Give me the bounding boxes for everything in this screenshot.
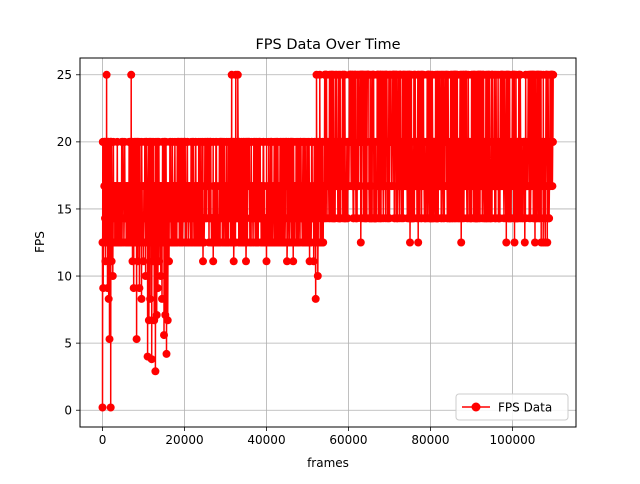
fps-data-point: [108, 272, 117, 280]
fps-data-point: [101, 257, 110, 266]
fps-data-point: [149, 257, 157, 266]
fps-data-point: [129, 284, 138, 293]
fps-data-point: [343, 214, 352, 223]
y-tick-label: 10: [57, 269, 72, 283]
fps-data-point: [132, 335, 141, 344]
fps-data-point: [309, 257, 318, 266]
fps-data-point: [137, 294, 146, 303]
plot-layer: [98, 70, 558, 412]
fps-data-point: [548, 182, 557, 191]
fps-data-point: [141, 272, 150, 280]
fps-data-point: [545, 214, 554, 223]
x-tick-label: 20000: [165, 433, 203, 447]
legend-label: FPS Data: [498, 401, 552, 415]
fps-data-point: [347, 137, 356, 146]
fps-data-point: [160, 331, 168, 340]
fps-data-point: [549, 70, 558, 79]
fps-data-point: [151, 367, 160, 376]
fps-data-point: [107, 257, 116, 266]
fps-data-point: [289, 257, 298, 266]
fps-data-point: [371, 137, 380, 146]
y-tick-label: 5: [64, 336, 72, 350]
y-tick-label: 25: [57, 68, 72, 82]
fps-data-point: [457, 238, 466, 247]
fps-data-point: [502, 238, 511, 247]
legend: FPS Data: [455, 393, 569, 421]
fps-data-point: [313, 272, 322, 280]
fps-data-point: [319, 238, 328, 247]
fps-data-point: [199, 257, 207, 266]
x-axis-label: frames: [307, 456, 349, 470]
fps-data-point: [163, 316, 172, 325]
fps-data-point: [242, 257, 250, 266]
fps-data-point: [531, 238, 539, 247]
plot-frame: [79, 57, 577, 428]
y-tick-label: 0: [64, 404, 72, 418]
fps-data-point: [283, 257, 291, 266]
y-tick-label: 20: [57, 135, 72, 149]
fps-data-point: [233, 70, 242, 79]
fps-data-point: [158, 294, 166, 303]
fps-data-point: [209, 257, 218, 266]
fps-data-point: [165, 257, 173, 266]
tick-layer: 0 20000 40000 60000 80000 100000 0 5 10 15 20 25: [57, 68, 536, 447]
x-tick-label: 100000: [490, 433, 536, 447]
legend-marker-swatch: [471, 402, 481, 412]
fps-data-point: [104, 294, 113, 303]
fps-data-point: [146, 294, 155, 303]
fps-data-point: [311, 294, 320, 303]
fps-data-point: [103, 284, 112, 293]
fps-data-point: [106, 403, 115, 412]
fps-data-point: [135, 284, 144, 293]
fps-data-point: [153, 284, 162, 293]
fps-data-point: [152, 311, 161, 319]
fps-data-point: [156, 272, 165, 280]
fps-data-point: [229, 257, 238, 266]
fps-data-point: [406, 238, 414, 247]
x-tick-label: 80000: [411, 433, 449, 447]
fps-data-point: [105, 335, 114, 344]
fps-data-point: [155, 257, 164, 266]
fps-data-point: [133, 257, 142, 266]
fps-data-point: [414, 238, 423, 247]
fps-data-point: [548, 137, 557, 146]
fps-data-point: [510, 238, 519, 247]
x-tick-label: 0: [99, 433, 107, 447]
y-axis-label: FPS: [33, 231, 47, 253]
y-tick-label: 15: [57, 202, 72, 216]
fps-data-point: [162, 349, 171, 358]
fps-data-point: [127, 70, 136, 79]
chart-title: FPS Data Over Time: [255, 37, 400, 53]
legend-box: [455, 393, 569, 421]
fps-data-point: [356, 238, 365, 247]
x-tick-label: 40000: [247, 433, 285, 447]
fps-data-point: [520, 238, 529, 247]
fps-data-point: [102, 70, 111, 79]
fps-data-point: [543, 238, 552, 247]
x-tick-label: 60000: [329, 433, 367, 447]
fps-data-point: [98, 403, 107, 412]
fps-data-point: [147, 355, 156, 364]
fps-data-point: [139, 257, 148, 266]
fps-data-point: [262, 257, 271, 266]
